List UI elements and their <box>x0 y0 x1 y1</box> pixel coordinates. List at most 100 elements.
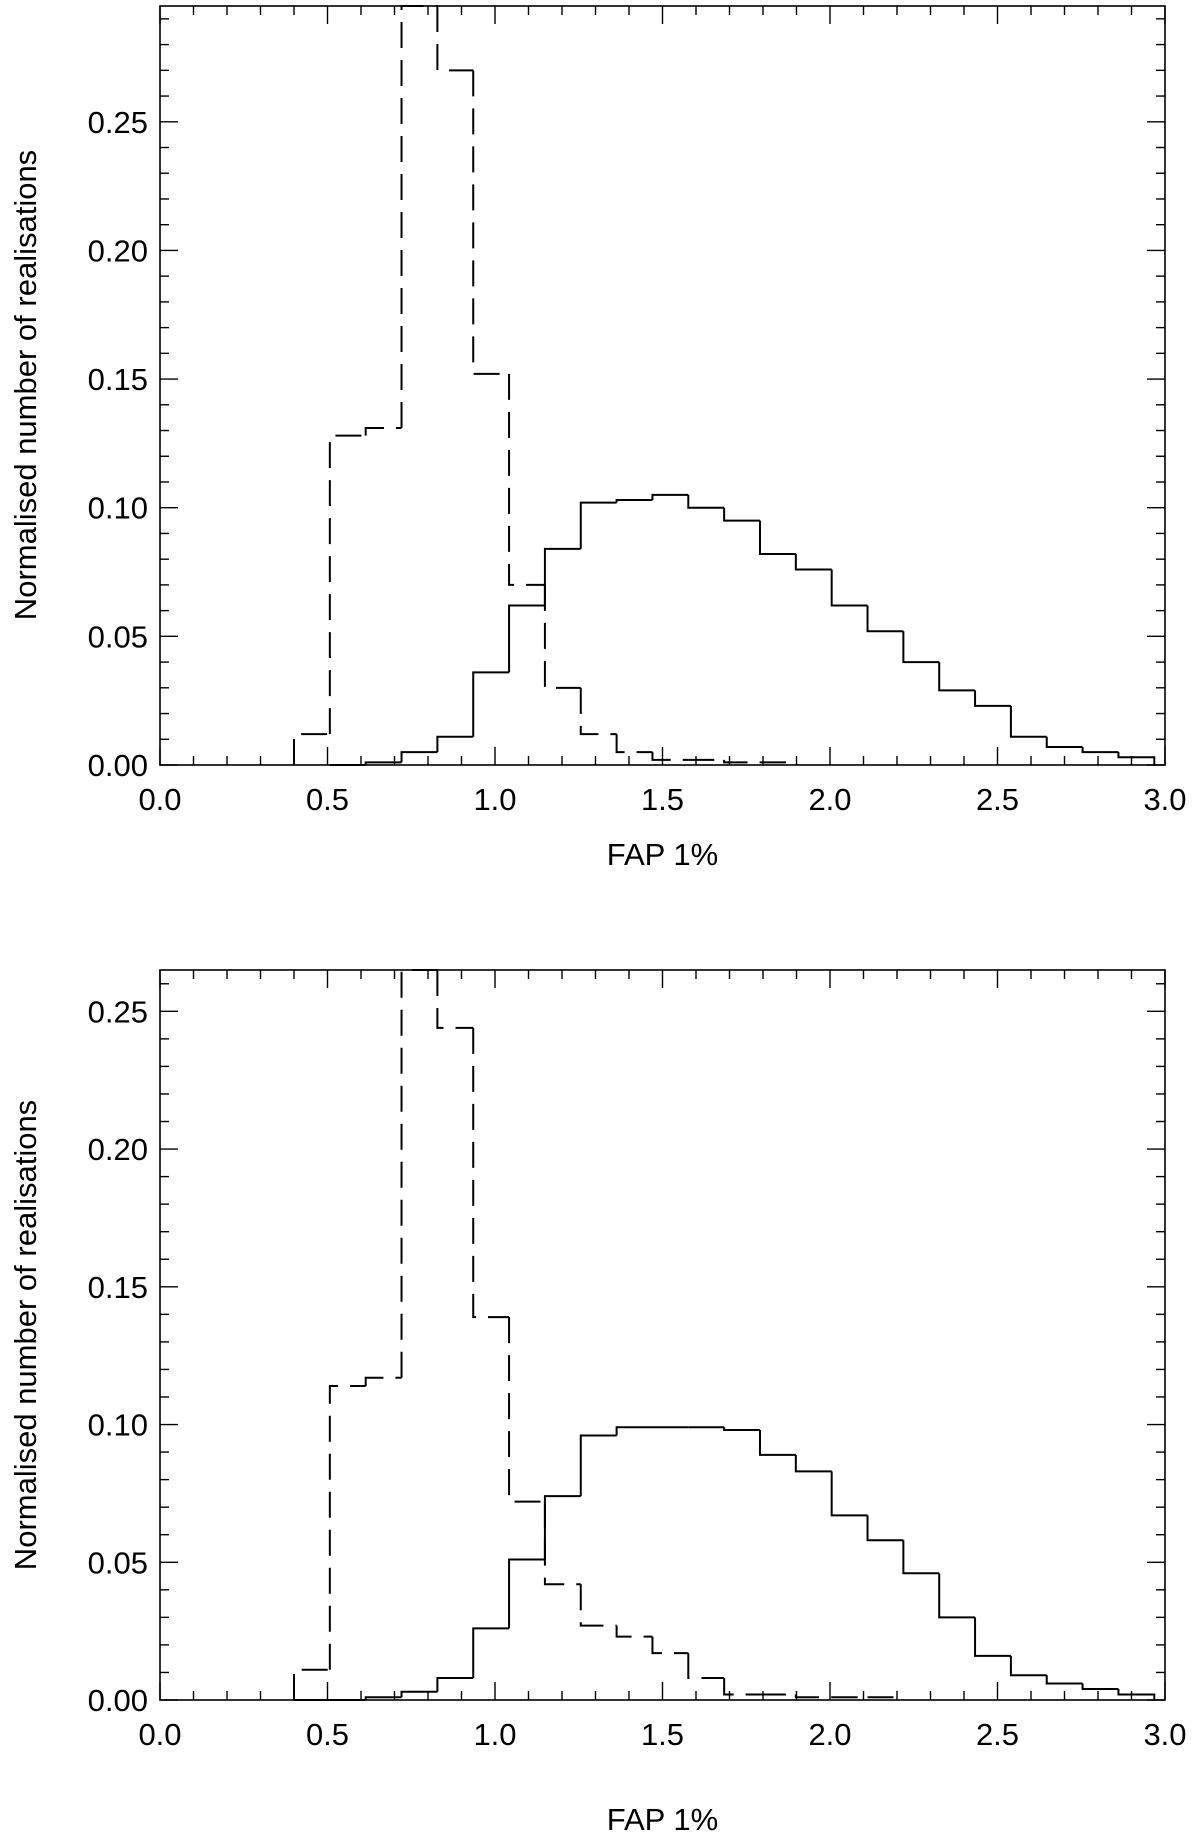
x-tick-label: 2.0 <box>808 782 851 817</box>
x-axis-title: FAP 1% <box>607 837 718 872</box>
plot-frame <box>159 969 1166 1701</box>
histogram-bin <box>579 687 617 736</box>
x-tick-label: 0.5 <box>306 1717 349 1752</box>
x-tick-label: 2.0 <box>808 1717 851 1752</box>
y-tick-label: 0.10 <box>88 1408 148 1443</box>
histogram-bin <box>472 1627 510 1678</box>
x-tick-label: 1.0 <box>473 1717 516 1752</box>
x-tick-label: 1.5 <box>641 782 684 817</box>
histogram-bin <box>293 733 330 765</box>
histogram-bin <box>436 6 474 72</box>
histogram-bin <box>794 554 832 571</box>
histogram-bin <box>579 1584 617 1627</box>
histogram-bin <box>1009 705 1047 738</box>
x-tick-label: 2.5 <box>976 1717 1019 1752</box>
histogram-bin <box>938 1573 976 1619</box>
histogram-bin <box>758 1430 796 1456</box>
histogram-bin <box>794 1454 832 1473</box>
histogram-bin <box>543 1501 581 1586</box>
histogram-bin <box>543 584 581 689</box>
x-tick-label: 0.0 <box>138 1717 181 1752</box>
histogram-bin <box>867 1696 905 1700</box>
histogram-bin <box>508 1558 545 1629</box>
histogram-bin <box>615 734 653 754</box>
histogram-bin <box>508 373 545 586</box>
histogram-bin <box>579 1434 617 1497</box>
histogram-bin <box>328 1384 366 1670</box>
histogram-bin <box>364 1376 402 1386</box>
x-tick-label: 1.5 <box>641 1717 684 1752</box>
y-tick-label: 0.05 <box>88 619 148 654</box>
histogram-bin <box>794 1694 832 1699</box>
histogram-bin <box>974 1617 1011 1657</box>
histogram-bin <box>902 1540 940 1575</box>
histogram-bin <box>687 494 725 509</box>
series-dashed <box>293 969 905 1700</box>
y-tick-label: 0.10 <box>88 491 148 526</box>
histogram-bin <box>902 631 940 664</box>
histogram-bin <box>364 761 402 765</box>
histogram-bin <box>472 671 510 737</box>
histogram-bin <box>830 569 868 607</box>
histogram-bin <box>651 752 689 761</box>
y-tick-label: 0.20 <box>88 1132 148 1167</box>
histogram-bin <box>508 604 545 673</box>
histogram-bin <box>543 1495 581 1560</box>
y-axis-title: Normalised number of realisations <box>8 1100 43 1570</box>
y-axis-title: Normalised number of realisations <box>8 150 43 620</box>
histogram-bin <box>866 1515 904 1542</box>
histogram-bin <box>1045 736 1083 748</box>
series-solid <box>329 493 1156 766</box>
plot-frame <box>159 5 1166 766</box>
histogram-bin <box>759 761 797 765</box>
histogram-bin <box>830 1471 868 1517</box>
histogram-bin <box>615 498 653 503</box>
y-tick-label: 0.05 <box>88 1545 148 1580</box>
histogram-bin <box>1081 746 1119 754</box>
histogram-bin <box>436 970 474 1029</box>
histogram-bin <box>723 507 760 522</box>
x-tick-label: 0.5 <box>306 782 349 817</box>
histogram-bin <box>687 1653 725 1679</box>
histogram-bin <box>400 5 438 428</box>
histogram-bin <box>472 1027 510 1319</box>
x-tick-label: 3.0 <box>1143 782 1186 817</box>
histogram-bin <box>328 434 366 735</box>
histogram-bin <box>938 662 976 692</box>
y-tick-label: 0.00 <box>88 748 148 783</box>
histogram-bin <box>1117 752 1156 765</box>
histogram-bin <box>615 1426 653 1436</box>
histogram-bin <box>364 1696 402 1700</box>
histogram-bin <box>436 735 474 753</box>
histogram-bin <box>723 1427 760 1432</box>
histogram-bin <box>974 690 1011 707</box>
histogram-panel-1: 0.0 0.5 1.0 1.5 2.0 2.5 3.0 0.00 0.05 0.10 0.15 0.2… <box>8 5 1187 872</box>
histogram-bin <box>543 547 581 606</box>
histogram-bin <box>1117 1688 1156 1700</box>
x-tick-label: 0.0 <box>138 782 181 817</box>
histogram-bin <box>400 969 438 1378</box>
y-tick-label: 0.15 <box>88 362 148 397</box>
histogram-bin <box>400 1690 438 1698</box>
series-solid <box>294 1426 1156 1701</box>
histogram-bin <box>723 759 760 764</box>
histogram-bin <box>615 1625 653 1638</box>
histogram-bin <box>364 426 402 436</box>
histogram-bin <box>579 501 617 549</box>
series-dashed <box>293 5 797 765</box>
histogram-bin <box>508 1317 545 1503</box>
x-tick-label: 3.0 <box>1143 1717 1186 1752</box>
y-tick-label: 0.25 <box>88 105 148 140</box>
histogram-bin <box>651 493 689 500</box>
histogram-bin <box>651 1636 689 1655</box>
histogram-bin <box>400 751 438 763</box>
y-tick-label: 0.15 <box>88 1270 148 1305</box>
histogram-bin <box>758 520 796 556</box>
y-tick-label: 0.00 <box>88 1683 148 1718</box>
y-tick-label: 0.25 <box>88 994 148 1029</box>
x-tick-label: 2.5 <box>976 782 1019 817</box>
histogram-bin <box>472 70 510 375</box>
histogram-bin <box>436 1676 474 1692</box>
y-tick-label: 0.20 <box>88 233 148 268</box>
